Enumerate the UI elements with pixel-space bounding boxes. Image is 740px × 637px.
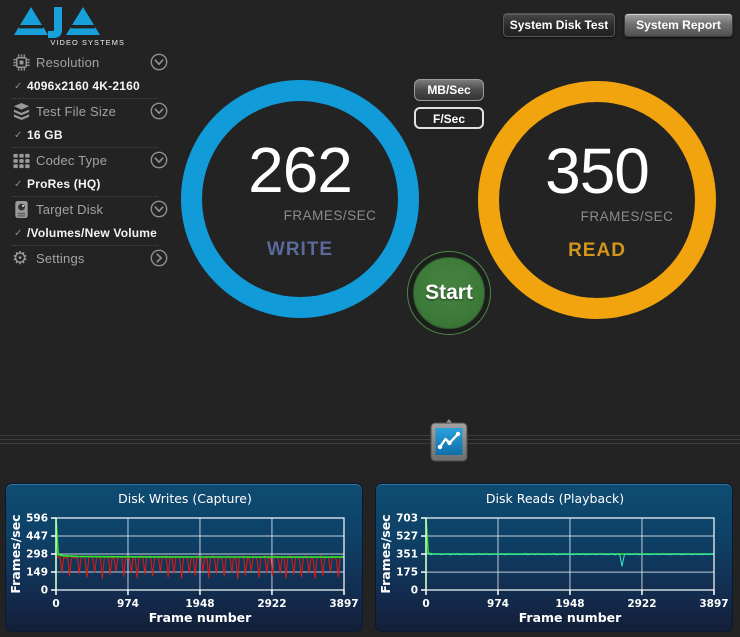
grid-icon xyxy=(12,151,36,170)
svg-text:974: 974 xyxy=(487,598,509,610)
gear-icon: ⚙ xyxy=(12,248,29,268)
write-unit: FRAMES/SEC xyxy=(283,207,377,223)
disk-writes-chart: Disk Writes (Capture) 0 149 298 447 596 0 974 19… xyxy=(8,491,359,625)
svg-text:Disk Writes (Capture): Disk Writes (Capture) xyxy=(118,491,252,506)
sidebar-item-label: Target Disk xyxy=(36,201,104,217)
sidebar-item-label: Test File Size xyxy=(36,103,117,119)
svg-text:0: 0 xyxy=(52,598,59,610)
svg-text:0: 0 xyxy=(41,585,48,597)
sidebar-item-settings[interactable]: ⚙ Settings xyxy=(12,246,170,270)
chevron-right-icon[interactable] xyxy=(150,249,170,267)
sidebar-item-resolution[interactable]: Resolution xyxy=(12,50,170,74)
logo-subtext: VIDEO SYSTEMS xyxy=(50,38,125,47)
chart-toggle-button[interactable] xyxy=(430,419,468,462)
chevron-down-icon[interactable] xyxy=(150,151,170,169)
sidebar-value-label: /Volumes/New Volume xyxy=(27,226,158,240)
sidebar-item-label: Resolution xyxy=(36,54,100,70)
svg-text:Disk Reads (Playback): Disk Reads (Playback) xyxy=(486,491,624,506)
read-label: READ xyxy=(568,239,626,261)
svg-text:0: 0 xyxy=(422,598,429,610)
svg-text:3897: 3897 xyxy=(699,598,728,610)
chevron-down-icon[interactable] xyxy=(150,53,170,71)
disk-reads-panel: Disk Reads (Playback) 0 175 351 527 703 0 974 19… xyxy=(375,483,733,632)
svg-text:175: 175 xyxy=(396,567,418,579)
sidebar-value-label: 16 GB xyxy=(27,128,63,142)
check-icon: ✓ xyxy=(14,80,23,92)
svg-text:596: 596 xyxy=(26,513,48,525)
svg-text:Frame number: Frame number xyxy=(149,610,252,625)
disk-icon xyxy=(12,200,36,219)
start-button[interactable]: Start xyxy=(407,251,491,335)
sidebar-value-label: 4096x2160 4K-2160 xyxy=(27,79,140,93)
sidebar-item-codec-type[interactable]: Codec Type xyxy=(12,148,170,172)
svg-text:1948: 1948 xyxy=(185,598,214,610)
system-report-button[interactable]: System Report xyxy=(624,13,733,37)
check-icon: ✓ xyxy=(14,178,23,190)
sidebar: Resolution ✓ 4096x2160 4K-2160 Test File Si… xyxy=(12,50,170,270)
svg-text:703: 703 xyxy=(396,513,418,525)
read-value: 350 xyxy=(545,134,650,207)
svg-text:3897: 3897 xyxy=(329,598,358,610)
svg-text:351: 351 xyxy=(396,549,418,561)
start-button-face: Start xyxy=(413,257,485,329)
svg-text:527: 527 xyxy=(396,531,418,543)
sidebar-value-codec-type[interactable]: ✓ ProRes (HQ) xyxy=(12,172,158,197)
svg-text:Frames/sec: Frames/sec xyxy=(8,514,23,593)
read-unit: FRAMES/SEC xyxy=(580,208,674,224)
sidebar-value-target-disk[interactable]: ✓ /Volumes/New Volume xyxy=(12,221,158,246)
svg-text:149: 149 xyxy=(26,567,48,579)
check-icon: ✓ xyxy=(14,129,23,141)
sidebar-value-resolution[interactable]: ✓ 4096x2160 4K-2160 xyxy=(12,74,158,99)
write-value: 262 xyxy=(248,133,353,206)
write-label: WRITE xyxy=(266,238,334,260)
line-chart-icon xyxy=(430,419,468,462)
sidebar-value-label: ProRes (HQ) xyxy=(27,177,101,191)
start-button-label: Start xyxy=(425,281,473,304)
sidebar-item-label: Codec Type xyxy=(36,152,108,168)
check-icon: ✓ xyxy=(14,227,23,239)
divider-lines xyxy=(0,435,740,447)
svg-text:0: 0 xyxy=(411,585,418,597)
chip-icon xyxy=(12,53,36,72)
aja-logo: VIDEO SYSTEMS xyxy=(14,7,125,47)
write-gauge: 262 FRAMES/SEC WRITE xyxy=(181,80,419,318)
svg-text:1948: 1948 xyxy=(555,598,584,610)
layers-icon xyxy=(12,102,36,121)
chevron-down-icon[interactable] xyxy=(150,200,170,218)
svg-text:Frames/sec: Frames/sec xyxy=(378,514,393,593)
sidebar-value-test-file-size[interactable]: ✓ 16 GB xyxy=(12,123,158,148)
mb-sec-button[interactable]: MB/Sec xyxy=(414,79,484,101)
svg-text:2922: 2922 xyxy=(627,598,656,610)
sidebar-item-label: Settings xyxy=(36,250,85,266)
svg-text:298: 298 xyxy=(26,549,48,561)
svg-text:974: 974 xyxy=(117,598,139,610)
f-sec-button[interactable]: F/Sec xyxy=(414,107,484,129)
read-gauge: 350 FRAMES/SEC READ xyxy=(478,81,716,319)
svg-text:2922: 2922 xyxy=(257,598,286,610)
svg-text:Frame number: Frame number xyxy=(519,610,622,625)
disk-writes-panel: Disk Writes (Capture) 0 149 298 447 596 0 974 19… xyxy=(5,483,363,632)
svg-text:447: 447 xyxy=(26,531,48,543)
sidebar-item-test-file-size[interactable]: Test File Size xyxy=(12,99,170,123)
chevron-down-icon[interactable] xyxy=(150,102,170,120)
disk-reads-chart: Disk Reads (Playback) 0 175 351 527 703 0 974 19… xyxy=(378,491,729,625)
system-disk-test-button[interactable]: System Disk Test xyxy=(503,13,615,37)
sidebar-item-target-disk[interactable]: Target Disk xyxy=(12,197,170,221)
